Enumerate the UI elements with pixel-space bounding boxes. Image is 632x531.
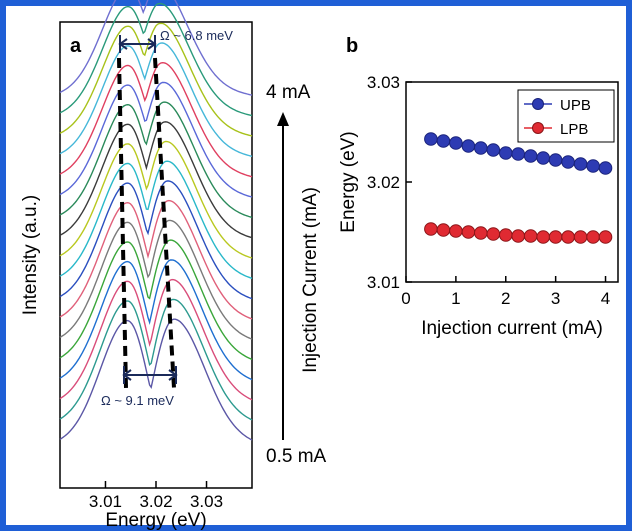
panel-b-y-ticks: 3.01 3.02 3.03: [367, 73, 412, 292]
lpb-data-point: [561, 230, 575, 244]
bottom-splitting-arrow: [122, 366, 178, 384]
panel-b-y-tick-label: 3.02: [367, 173, 400, 192]
spectrum-curve: [59, 180, 253, 300]
legend-box: [517, 89, 615, 143]
upb-data-point: [449, 136, 463, 150]
spectrum-curve: [59, 121, 253, 239]
lpb-data-point: [499, 228, 513, 242]
panel-b-label: b: [346, 35, 358, 57]
upb-data-point: [424, 132, 438, 146]
panel-a-x-tick-label: 3.02: [139, 492, 172, 511]
lpb-peak-guide: [153, 57, 176, 389]
upb-data-point: [474, 141, 488, 155]
lpb-data-point: [436, 223, 451, 237]
spectrum-curve: [59, 101, 253, 219]
panel-a: a 3.01 3.02 3.03 Energy (eV) Intensity (a.…: [20, 0, 327, 531]
panel-a-x-tick-label: 3.01: [89, 492, 122, 511]
legend-upb-marker: [532, 98, 544, 110]
lpb-data-point: [548, 230, 563, 244]
upb-data-point: [598, 161, 613, 175]
lpb-data-point: [449, 224, 463, 238]
spectrum-curve: [59, 199, 253, 320]
upb-data-point: [548, 153, 563, 167]
panel-a-x-ticks: 3.01 3.02 3.03: [89, 481, 223, 511]
panel-b-y-tick-label: 3.03: [367, 73, 400, 92]
upb-data-point: [461, 139, 476, 153]
current-high-label: 4 mA: [266, 82, 311, 103]
upb-data-point: [573, 157, 588, 171]
upb-data-point: [523, 149, 538, 163]
spectrum-curve: [59, 0, 253, 96]
legend-lpb-label: LPB: [560, 121, 588, 138]
panel-b-x-axis-label: Injection current (mA): [421, 318, 603, 339]
spectrum-curve: [59, 219, 253, 340]
upb-peak-guide: [117, 57, 128, 389]
top-splitting-arrow: [118, 35, 157, 53]
spectrum-curve: [59, 239, 253, 361]
spectrum-curve: [59, 22, 253, 137]
lpb-data-point: [536, 230, 551, 244]
panel-b-legend: UPB LPB: [517, 89, 615, 143]
spectrum-curve: [59, 140, 253, 259]
current-low-label: 0.5 mA: [266, 446, 327, 467]
spectrum-curve: [59, 318, 253, 441]
panel-a-y-axis-label: Intensity (a.u.): [20, 195, 41, 315]
panel-a-label: a: [70, 35, 82, 57]
spectrum-curve: [59, 278, 253, 401]
panel-b-data-points: [424, 132, 613, 244]
panel-a-spectra: [59, 0, 253, 441]
panel-b: b 0 1 2 3 4 3.01 3.02 3.03 Injection current (…: [338, 35, 619, 339]
top-splitting-annotation: Ω ~ 6.8 meV: [160, 28, 233, 43]
panel-b-x-ticks: 0 1 2 3 4: [401, 276, 610, 308]
spectrum-curve: [59, 298, 253, 421]
spectrum-curve: [59, 2, 253, 117]
upb-data-point: [561, 155, 575, 169]
lpb-data-point: [523, 229, 538, 243]
spectrum-curve: [59, 160, 253, 279]
lpb-data-point: [461, 225, 476, 239]
lpb-data-point: [586, 230, 600, 244]
legend-lpb-marker: [532, 122, 544, 134]
bottom-splitting-annotation: Ω ~ 9.1 meV: [101, 393, 174, 408]
lpb-data-point: [598, 230, 613, 244]
lpb-data-point: [573, 230, 588, 244]
panel-b-x-tick-label: 0: [401, 289, 410, 308]
lpb-data-point: [424, 222, 438, 236]
spectrum-curve: [59, 81, 253, 198]
upb-data-point: [486, 143, 501, 157]
spectrum-curve: [59, 259, 253, 381]
panel-b-y-axis-label: Energy (eV): [338, 131, 359, 232]
spectrum-curve: [59, 61, 253, 178]
panel-b-x-tick-label: 3: [551, 289, 560, 308]
upb-data-point: [536, 151, 551, 165]
panel-b-x-tick-label: 4: [601, 289, 610, 308]
legend-upb-label: UPB: [560, 97, 591, 114]
upb-data-point: [436, 134, 451, 148]
lpb-data-point: [511, 229, 526, 243]
upb-data-point: [511, 147, 526, 161]
panel-b-x-tick-label: 2: [501, 289, 510, 308]
current-axis-label: Injection Current (mA): [300, 187, 321, 373]
lpb-data-point: [474, 226, 488, 240]
upb-data-point: [586, 159, 600, 173]
panel-b-y-tick-label: 3.01: [367, 273, 400, 292]
panel-b-x-tick-label: 1: [451, 289, 460, 308]
panel-a-x-axis-label: Energy (eV): [105, 510, 206, 531]
panel-a-x-tick-label: 3.03: [190, 492, 223, 511]
injection-current-arrow: [277, 112, 289, 440]
upb-data-point: [499, 146, 513, 160]
lpb-data-point: [486, 227, 501, 241]
